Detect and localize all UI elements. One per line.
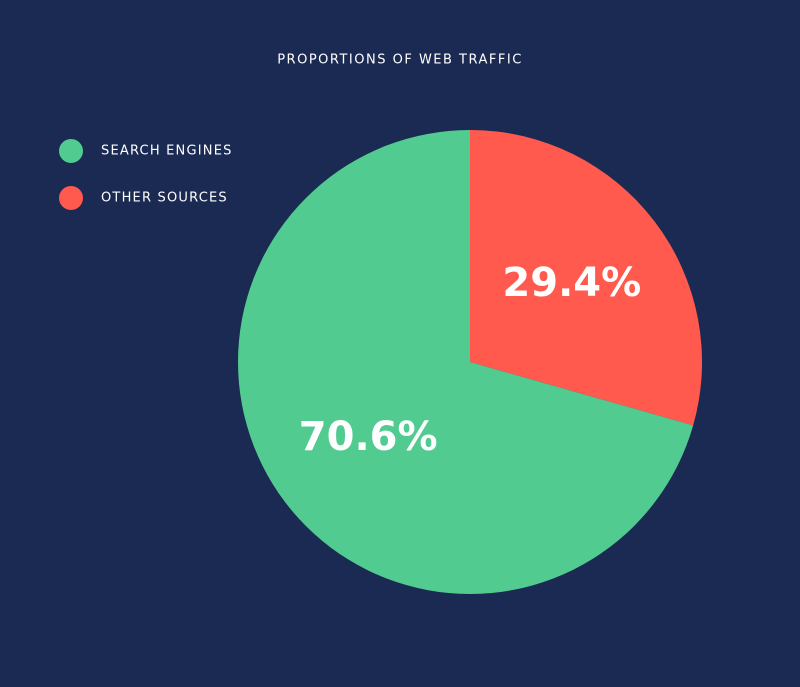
legend-label: SEARCH ENGINES [101,144,233,159]
chart-title: PROPORTIONS OF WEB TRAFFIC [277,53,523,68]
legend-swatch [59,186,83,210]
pie-slice [470,130,702,426]
legend-label: OTHER SOURCES [101,191,228,206]
legend-swatch [59,139,83,163]
value-label: 29.4% [502,260,641,306]
value-label: 70.6% [299,414,438,460]
pie-slice [238,129,694,594]
